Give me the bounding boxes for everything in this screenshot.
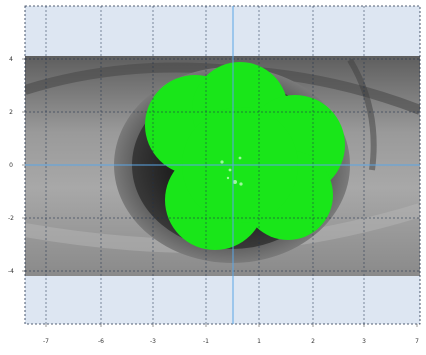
segmentation-mask[interactable] xyxy=(145,62,345,250)
x-tick-label: 7 xyxy=(415,338,419,345)
y-tick-label: 4 xyxy=(9,56,13,63)
y-axis: 4 2 0 -2 -4 xyxy=(8,56,25,275)
y-tick-label: -2 xyxy=(8,215,14,222)
mask-highlights xyxy=(220,156,243,186)
y-tick-label: -4 xyxy=(8,268,14,275)
x-tick-label: -3 xyxy=(150,338,156,345)
x-tick-label: 1 xyxy=(257,338,261,345)
x-tick-label: -6 xyxy=(98,338,104,345)
y-tick-label: 0 xyxy=(9,162,13,169)
x-tick-label: 2 xyxy=(311,338,315,345)
y-tick-label: 2 xyxy=(9,109,13,116)
x-tick-label: -1 xyxy=(203,338,209,345)
x-axis: -7 -6 -3 -1 1 2 3 7 xyxy=(43,324,419,345)
x-tick-label: -7 xyxy=(43,338,49,345)
x-tick-label: 3 xyxy=(362,338,366,345)
crosshair xyxy=(25,6,420,324)
